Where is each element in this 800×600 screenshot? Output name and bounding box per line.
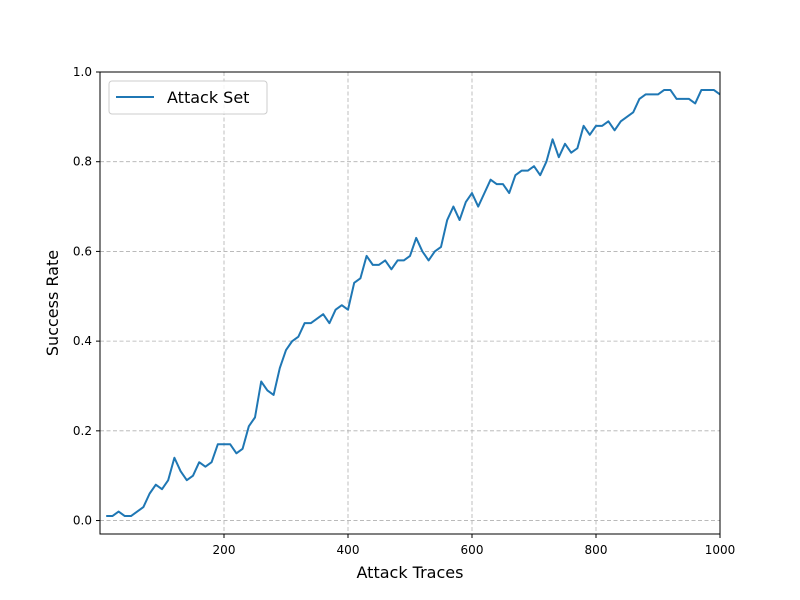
y-tick-label: 0.4 [73,334,92,348]
y-tick-label: 0.8 [73,155,92,169]
x-tick-label: 200 [213,543,236,557]
legend-label: Attack Set [167,88,249,107]
legend: Attack Set [108,80,268,115]
x-tick-label: 1000 [705,543,736,557]
legend-box [108,80,268,115]
y-tick-label: 1.0 [73,65,92,79]
y-tick-label: 0.6 [73,244,92,258]
x-tick-label: 400 [337,543,360,557]
series-line [106,88,721,518]
x-tick-label: 600 [461,543,484,557]
y-axis-title: Success Rate [43,250,62,356]
axis-ticks: 200 400 600 800 1000 0.0 0.2 0.4 0.6 0.8 1.0 [73,65,735,557]
x-axis-title: Attack Traces [357,563,464,582]
grid-lines [100,71,721,534]
plot-frame [99,71,721,535]
series-layer [106,88,721,518]
y-tick-label: 0.2 [73,424,92,438]
y-tick-label: 0.0 [73,514,92,528]
x-tick-label: 800 [585,543,608,557]
